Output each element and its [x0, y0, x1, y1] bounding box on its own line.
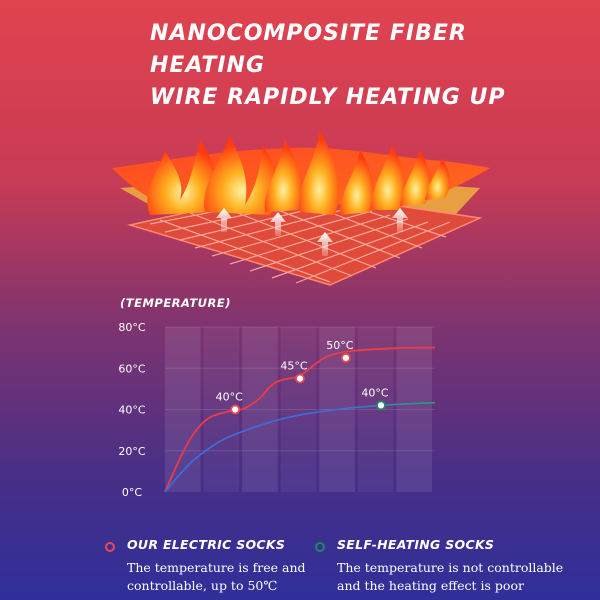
- plot-band: [396, 327, 432, 492]
- series-line-electric: [164, 346, 435, 493]
- plot-band: [280, 327, 317, 492]
- flames: [147, 130, 450, 215]
- data-point-marker: [295, 373, 305, 384]
- legend-label-electric: Our electric socks: [127, 537, 286, 552]
- plot-band: [357, 327, 394, 492]
- legend-marker-electric: [105, 542, 115, 552]
- data-label: 40°C: [361, 386, 388, 399]
- headline: Nanocomposite fiber heating wire rapidly…: [150, 18, 570, 114]
- legend-description-self-heating: The temperature is not controllable and …: [337, 560, 564, 593]
- data-label: 45°C: [280, 360, 307, 373]
- headline-line-1: Nanocomposite fiber heating: [150, 21, 467, 78]
- y-tick-label: 80°C: [118, 321, 145, 334]
- heating-wires: [149, 192, 451, 284]
- y-tick-label: 0°C: [122, 486, 142, 499]
- legend-label-self-heating: Self-heating socks: [337, 537, 495, 552]
- y-axis-label: (TEMPERATURE): [120, 296, 231, 310]
- legend-marker-self-heating: [315, 542, 325, 552]
- series-line-self-heating: [164, 401, 436, 493]
- legend-description-electric: The temperature is free and controllable…: [127, 560, 306, 593]
- data-point-marker: [376, 400, 386, 411]
- data-label: 40°C: [216, 391, 243, 404]
- heating-wire-illustration: [112, 130, 490, 286]
- y-tick-label: 60°C: [118, 362, 145, 375]
- data-point-marker: [340, 353, 351, 363]
- y-tick-label: 20°C: [118, 445, 145, 458]
- heat-arrows: [216, 208, 408, 256]
- headline-line-2: wire rapidly heating up: [150, 85, 506, 110]
- plot-band: [242, 327, 278, 492]
- temperature-chart: 0°C 20°C 40°C 60°C 80°C (TEMPERATURE) 40°C 45°C…: [118, 296, 436, 499]
- data-label: 50°C: [326, 339, 353, 352]
- plot-band: [165, 327, 201, 492]
- y-tick-label: 40°C: [118, 404, 145, 417]
- data-point-marker: [230, 404, 241, 415]
